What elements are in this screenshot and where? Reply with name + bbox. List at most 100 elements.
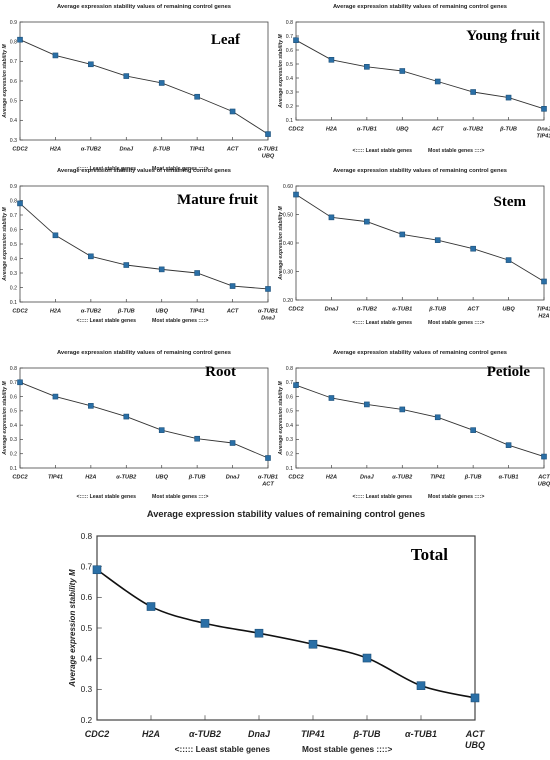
x-tick-label: ACT	[261, 481, 274, 487]
panel-label: Mature fruit	[177, 192, 258, 208]
chart-title: Average expression stability values of r…	[333, 168, 507, 174]
data-point	[505, 257, 512, 263]
chart-title: Average expression stability values of r…	[57, 168, 231, 174]
x-tick-label: α-TUB2	[463, 127, 484, 133]
y-tick-label: 0.2	[10, 285, 17, 291]
footer-most-stable: Most stable genes ::::>	[428, 320, 484, 326]
x-tick-label: CDC2	[12, 475, 28, 481]
y-tick-label: 0.2	[286, 452, 293, 458]
chart-panel-3: Average expression stability values of r…	[2, 168, 278, 324]
chart-title: Average expression stability values of r…	[333, 350, 507, 356]
x-tick-label: β-TUB	[188, 475, 206, 481]
y-tick-label: 0.3	[286, 90, 293, 96]
x-tick-label: DnaJ	[537, 127, 550, 133]
x-tick-label: CDC2	[12, 147, 28, 153]
x-tick-label: ACT	[226, 309, 239, 315]
y-tick-label: 0.2	[10, 452, 17, 458]
data-point	[293, 37, 299, 44]
data-point	[158, 427, 165, 433]
footer-least-stable: <::::: Least stable genes	[76, 318, 136, 324]
x-tick-label: ACT	[465, 729, 486, 739]
y-tick-label: 0.3	[286, 437, 293, 443]
series-line	[96, 569, 476, 699]
data-point	[308, 639, 318, 649]
y-tick-label: 0.1	[286, 118, 293, 124]
y-axis-label: Average expression stability M	[2, 380, 8, 455]
y-tick-label: 0.8	[10, 198, 17, 204]
data-point	[17, 379, 23, 386]
footer-most-stable: Most stable genes ::::>	[152, 318, 208, 324]
x-tick-label: H2A	[50, 147, 61, 153]
data-point	[194, 435, 200, 442]
y-tick-label: 0.3	[10, 437, 17, 443]
y-tick-label: 0.4	[10, 423, 17, 429]
data-point	[17, 200, 23, 207]
chart-title: Average expression stability values of r…	[57, 4, 231, 10]
x-tick-label: CDC2	[85, 729, 109, 739]
data-point	[146, 602, 156, 611]
x-tick-label: β-TUB	[152, 147, 170, 153]
y-tick-label: 0.5	[286, 409, 293, 415]
y-tick-label: 0.1	[10, 300, 17, 306]
y-tick-label: 0.4	[81, 654, 93, 664]
data-point	[328, 56, 335, 63]
series-line	[295, 384, 545, 457]
data-point	[17, 36, 23, 43]
x-tick-label: CDC2	[12, 309, 28, 315]
data-point	[265, 286, 271, 292]
data-point	[399, 68, 406, 74]
x-tick-label: β-TUB	[353, 729, 381, 739]
y-axis-label: Average expression stability M	[2, 206, 8, 281]
footer-least-stable: <::::: Least stable genes	[76, 494, 136, 500]
panel-label: Root	[205, 364, 236, 380]
y-axis-label: Average expression stability M	[2, 43, 8, 118]
x-tick-label: α-TUB1	[357, 127, 377, 133]
data-point	[229, 440, 236, 446]
data-point	[293, 382, 299, 388]
data-point	[52, 232, 59, 239]
x-tick-label: TIP41	[48, 475, 63, 481]
data-point	[541, 453, 547, 460]
x-tick-label: DnaJ	[248, 729, 271, 739]
y-tick-label: 0.8	[81, 531, 93, 541]
data-point	[88, 253, 94, 260]
x-tick-label: α-TUB1	[499, 475, 519, 481]
data-point	[92, 565, 102, 575]
x-tick-label: UBQ	[262, 153, 275, 159]
x-tick-label: UBQ	[538, 481, 550, 487]
x-tick-label: α-TUB2	[81, 309, 102, 315]
footer-most-stable: Most stable genes ::::>	[428, 494, 484, 500]
data-point	[434, 237, 441, 243]
x-tick-label: TIP41	[537, 307, 550, 313]
data-point	[88, 403, 94, 409]
data-point	[362, 653, 372, 663]
footer-least-stable: <::::: Least stable genes	[175, 744, 271, 754]
x-tick-label: TIP41	[190, 147, 205, 153]
y-tick-label: 0.8	[286, 20, 293, 26]
x-tick-label: CDC2	[288, 475, 304, 481]
x-tick-label: UBQ	[155, 309, 168, 315]
data-point	[541, 278, 547, 285]
data-point	[541, 106, 547, 112]
footer-least-stable: <::::: Least stable genes	[352, 320, 412, 326]
y-tick-label: 0.4	[286, 423, 293, 429]
x-tick-label: DnaJ	[226, 475, 241, 481]
data-point	[470, 427, 476, 433]
x-tick-label: TIP41	[430, 475, 445, 481]
data-point	[470, 245, 476, 252]
y-tick-label: 0.8	[10, 366, 17, 372]
x-tick-label: ACT	[466, 307, 479, 313]
y-tick-label: 0.4	[10, 256, 17, 262]
data-point	[254, 628, 264, 638]
x-tick-label: DnaJ	[261, 315, 276, 321]
x-tick-label: CDC2	[288, 307, 304, 313]
data-point	[200, 619, 210, 628]
chart-title: Average expression stability values of r…	[147, 509, 425, 519]
chart-panel-4: Average expression stability values of r…	[278, 168, 550, 326]
data-point	[158, 80, 165, 86]
footer-least-stable: <::::: Least stable genes	[76, 166, 136, 172]
x-tick-label: DnaJ	[325, 307, 340, 313]
y-tick-label: 0.8	[10, 39, 17, 45]
data-point	[194, 93, 200, 100]
